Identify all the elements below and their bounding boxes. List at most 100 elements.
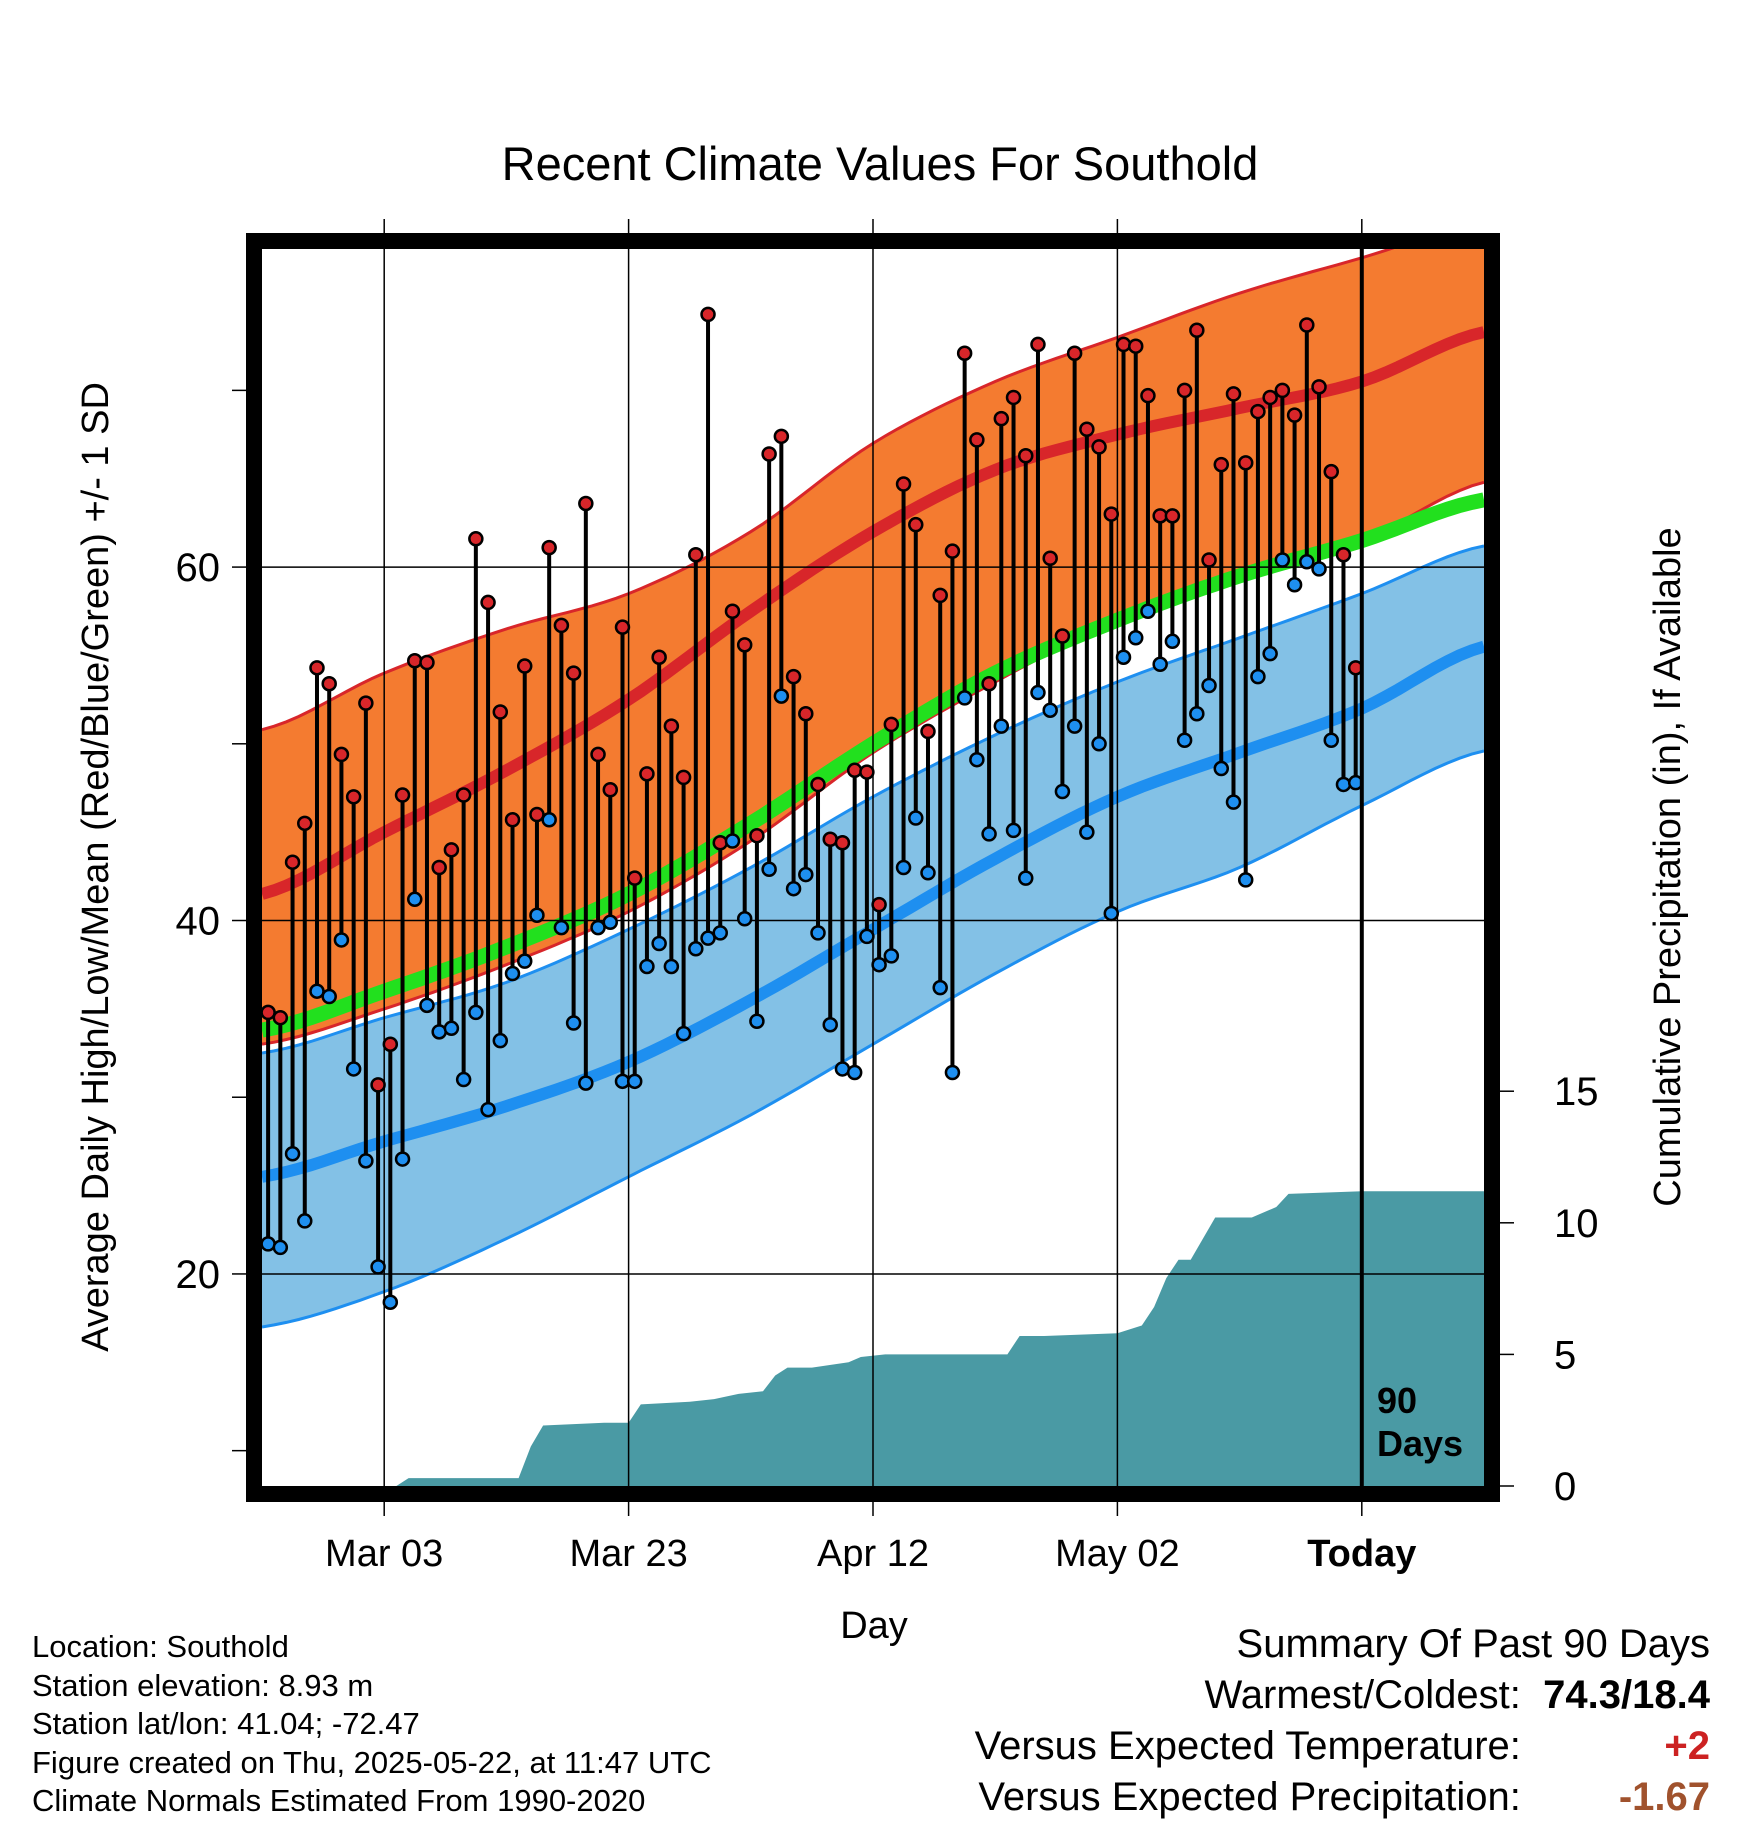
low-point (993, 718, 1010, 734)
summary-title: Summary Of Past 90 Days (1236, 1622, 1710, 1666)
low-point (565, 1015, 582, 1031)
axes: Mar 03 Mar 23 Apr 12 May 02 Today 20 40 60 0 5 10 1… (176, 219, 1599, 1575)
y2-tick-label: 15 (1554, 1070, 1599, 1114)
low-point (663, 958, 680, 975)
low-point (1286, 577, 1303, 593)
high-point (516, 658, 533, 674)
ninety-days-marker-label: 90 (1377, 1380, 1417, 1421)
low-point (1079, 824, 1095, 840)
low-point (1225, 794, 1242, 810)
low-point (724, 833, 741, 849)
ninety-days-marker-label-2: Days (1377, 1423, 1463, 1464)
high-point (993, 410, 1010, 427)
low-point (468, 1004, 484, 1021)
high-point (553, 617, 570, 634)
low-point (1213, 760, 1230, 777)
high-point (1164, 508, 1181, 524)
high-point (1201, 552, 1217, 568)
y2-tick-label: 5 (1554, 1333, 1576, 1377)
y2-tick-label: 0 (1554, 1465, 1576, 1509)
low-point (969, 751, 985, 768)
y2-tick-label: 10 (1554, 1202, 1599, 1246)
low-point (1127, 630, 1144, 646)
low-point (602, 914, 619, 931)
low-point (504, 965, 521, 982)
low-point (1005, 822, 1022, 839)
low-point (1299, 554, 1315, 570)
low-point (822, 1017, 838, 1033)
low-point (944, 1064, 961, 1081)
high-point (1311, 379, 1327, 395)
high-point (1274, 382, 1291, 399)
low-point (773, 688, 790, 704)
precip-label: Versus Expected Precipitation: (978, 1775, 1521, 1819)
low-point (639, 958, 655, 975)
low-point (798, 866, 814, 883)
y2-axis-label: Cumulative Precipitation (in), If Availa… (1647, 527, 1689, 1206)
low-point (1103, 905, 1120, 922)
high-point (932, 587, 948, 604)
y-tick-label: 40 (176, 900, 221, 944)
high-point (504, 812, 521, 828)
latlon-text: Station lat/lon: 41.04; -72.47 (32, 1706, 420, 1741)
high-point (1091, 439, 1107, 455)
low-point (407, 891, 423, 908)
precip-row: Versus Expected Precipitation: -1.67 (975, 1775, 1710, 1826)
low-point (1311, 561, 1327, 577)
low-point (1250, 668, 1266, 685)
low-point (761, 861, 777, 878)
x-axis-label: Day (840, 1605, 908, 1647)
high-point (529, 806, 545, 823)
low-point (541, 812, 557, 828)
low-point (394, 1151, 411, 1167)
high-point (920, 723, 936, 740)
high-point (358, 695, 374, 711)
station-info: Location: Southold Station elevation: 8.… (32, 1628, 712, 1821)
low-point (529, 907, 545, 923)
high-point (565, 665, 582, 681)
low-point (443, 1020, 460, 1037)
plot-border (246, 233, 1500, 1502)
high-point (944, 543, 961, 559)
low-point (920, 865, 936, 881)
high-point (297, 815, 313, 832)
precipitation-fill (262, 1191, 1484, 1486)
warm-cold-row: Warmest/Coldest: 74.3/18.4 (975, 1673, 1711, 1724)
high-point (443, 842, 460, 858)
low-point (785, 880, 802, 897)
high-point (663, 718, 680, 734)
high-point (1005, 389, 1022, 406)
elevation-text: Station elevation: 8.93 m (32, 1667, 374, 1703)
low-point (1201, 677, 1217, 694)
high-point (1127, 338, 1144, 354)
high-point (1176, 382, 1193, 399)
x-tick-label: Today (1307, 1533, 1416, 1575)
low-point (1115, 649, 1132, 665)
high-point (1323, 463, 1339, 480)
high-point (785, 668, 802, 685)
high-point (1103, 506, 1120, 522)
daily-temperature-sticks (262, 306, 1364, 1310)
low-point (895, 859, 912, 876)
low-point (382, 1294, 399, 1310)
low-point (908, 810, 924, 826)
high-point (675, 769, 692, 786)
low-point (492, 1032, 509, 1049)
high-point (382, 1036, 399, 1052)
high-point (639, 766, 655, 782)
high-point (407, 652, 423, 669)
low-point (1152, 656, 1168, 673)
high-point (895, 476, 912, 492)
high-point (492, 704, 509, 720)
high-point (431, 859, 447, 876)
high-point (1189, 322, 1205, 339)
high-point (602, 781, 619, 798)
low-point (297, 1213, 313, 1229)
high-point (578, 495, 594, 512)
high-point (419, 654, 435, 671)
high-point (1225, 386, 1242, 402)
high-point (1237, 455, 1254, 471)
high-point (345, 789, 362, 805)
low-point (553, 919, 570, 936)
